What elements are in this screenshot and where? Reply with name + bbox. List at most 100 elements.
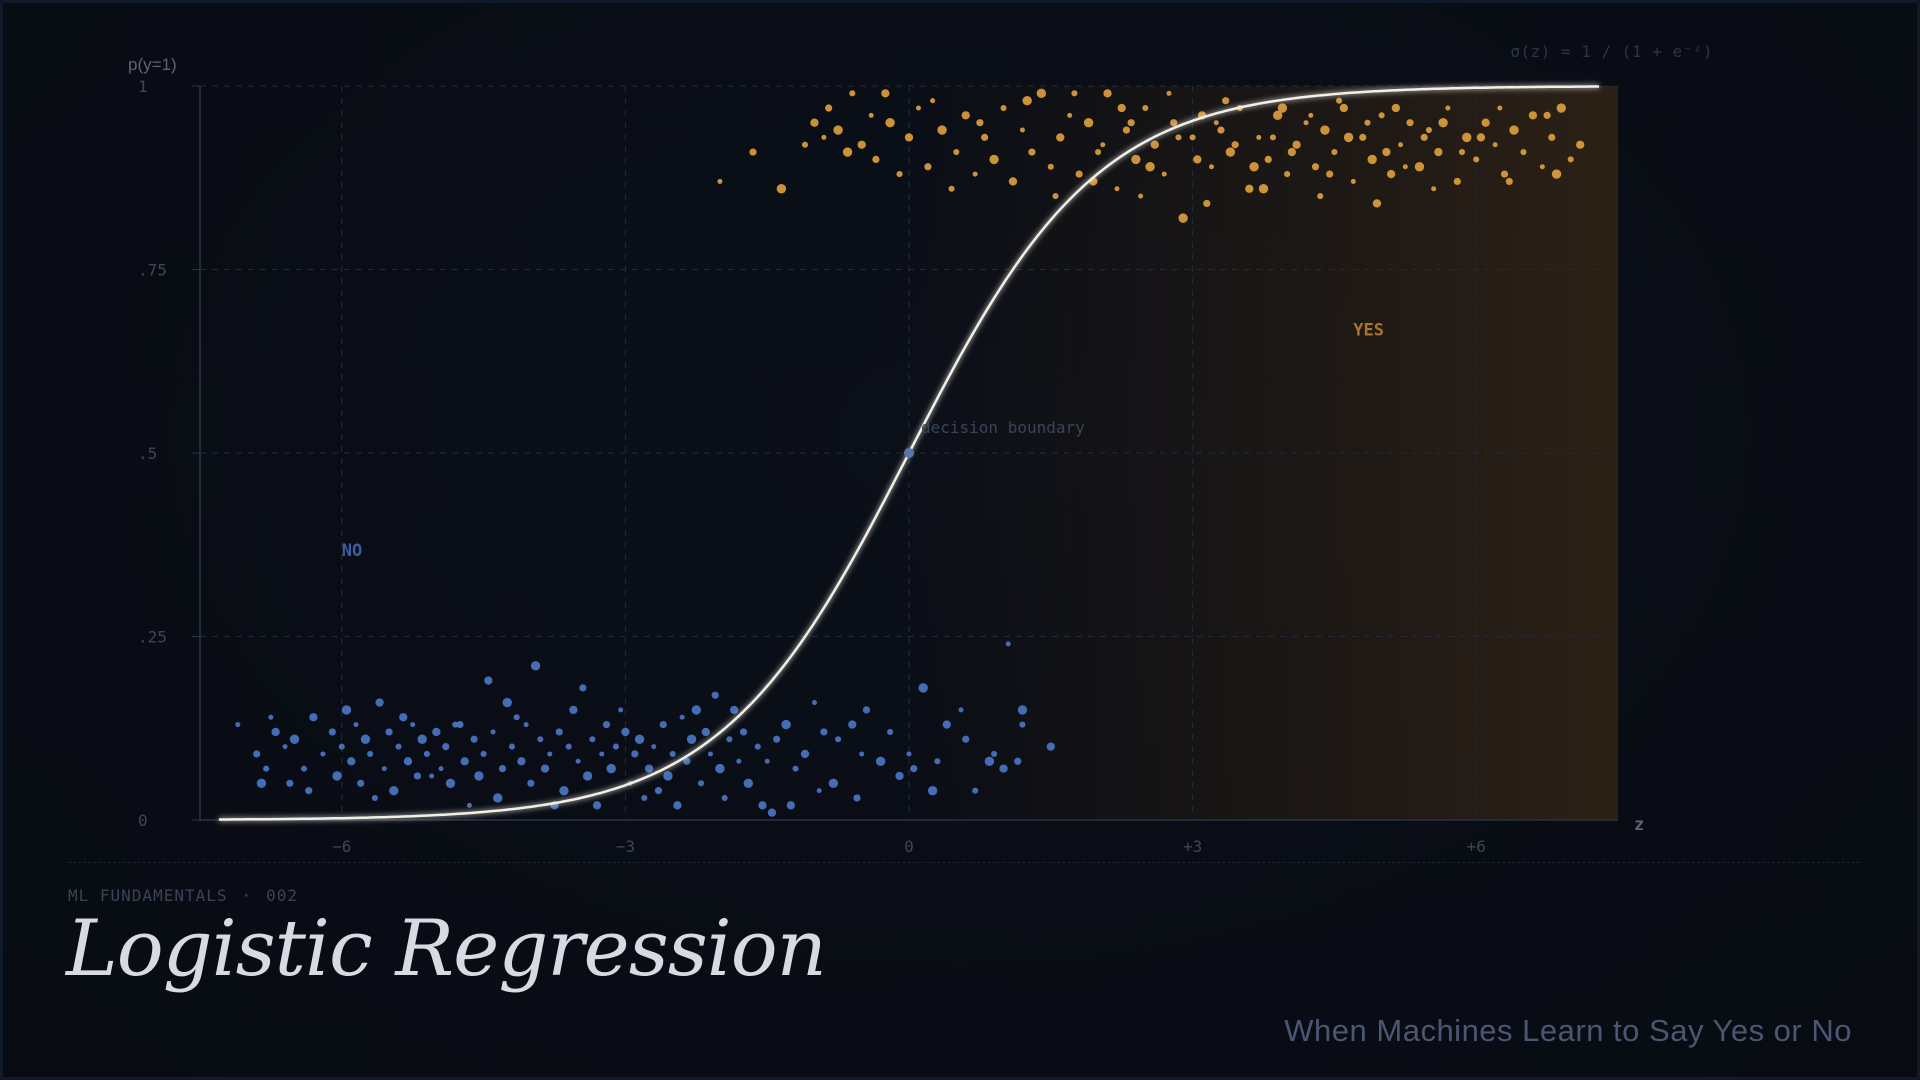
positive-point: [989, 154, 999, 165]
positive-point: [1245, 184, 1254, 193]
positive-point: [1117, 103, 1126, 113]
negative-point: [371, 794, 378, 802]
y-axis-label: p(y=1): [128, 55, 177, 74]
negative-point: [835, 736, 842, 743]
positive-point: [1145, 162, 1155, 172]
negative-point: [673, 801, 682, 810]
positive-point: [1539, 164, 1545, 170]
negative-point: [679, 714, 685, 720]
positive-point: [948, 185, 955, 192]
negative-point: [848, 720, 857, 729]
negative-point: [410, 722, 416, 728]
positive-point: [821, 134, 827, 140]
positive-point: [872, 155, 880, 163]
negative-point: [715, 763, 725, 774]
positive-point: [842, 147, 853, 157]
y-tick-label: 1: [138, 77, 148, 96]
positive-point: [1543, 111, 1551, 119]
positive-point: [749, 148, 757, 156]
positive-point: [1287, 147, 1297, 157]
positive-point: [1213, 120, 1219, 126]
x-tick-label: −3: [616, 837, 635, 856]
x-tick-label: +6: [1467, 837, 1486, 856]
negative-point: [569, 705, 578, 715]
negative-point: [470, 735, 478, 743]
negative-point: [669, 750, 676, 757]
negative-point: [484, 676, 493, 685]
positive-point: [1339, 103, 1349, 113]
negative-point: [480, 750, 487, 757]
negative-point: [1046, 742, 1055, 751]
negative-point: [341, 705, 352, 715]
negative-point: [429, 773, 435, 779]
negative-point: [984, 756, 995, 766]
negative-point: [781, 719, 791, 730]
negative-point: [357, 779, 365, 787]
negative-point: [282, 744, 288, 750]
positive-point: [1166, 90, 1172, 96]
positive-point: [1056, 133, 1065, 142]
negative-point: [474, 771, 484, 781]
positive-point: [1203, 199, 1211, 208]
positive-point: [1178, 213, 1188, 223]
positive-point: [1193, 155, 1202, 164]
positive-point: [1036, 88, 1047, 99]
y-tick-label: .5: [138, 444, 157, 463]
positive-point: [1520, 149, 1527, 156]
negative-point: [575, 758, 581, 764]
positive-point: [1269, 134, 1277, 141]
negative-point: [395, 743, 402, 750]
positive-point: [1497, 105, 1503, 111]
positive-point: [1476, 133, 1486, 142]
negative-point: [683, 757, 691, 765]
positive-point: [1402, 164, 1408, 170]
positive-point: [1331, 149, 1338, 156]
negative-point: [634, 734, 645, 744]
formula-text: σ(z) = 1 / (1 + e⁻ᶻ): [1510, 42, 1713, 61]
negative-point: [582, 771, 593, 781]
negative-point: [999, 764, 1008, 773]
negative-point: [235, 722, 241, 728]
positive-point: [1453, 177, 1461, 186]
positive-point: [1067, 112, 1073, 118]
positive-point: [1000, 104, 1007, 112]
negative-point: [739, 728, 748, 736]
negative-point: [305, 787, 313, 795]
negative-point: [513, 714, 520, 721]
negative-point: [253, 750, 261, 758]
positive-point: [1008, 177, 1018, 186]
negative-point: [517, 757, 526, 766]
positive-point: [1434, 147, 1443, 157]
positive-point: [776, 184, 787, 194]
negative-point: [338, 743, 345, 750]
negative-point: [606, 763, 616, 774]
positive-point: [930, 98, 936, 104]
negative-point: [347, 757, 356, 766]
negative-point: [792, 765, 799, 772]
negative-point: [707, 751, 713, 757]
negative-point: [736, 758, 742, 764]
negative-point: [1005, 641, 1011, 647]
negative-point: [618, 707, 624, 713]
negative-point: [906, 751, 912, 757]
negative-point: [726, 736, 733, 743]
positive-point: [849, 90, 856, 97]
region-label-yes: YES: [1353, 321, 1384, 341]
page-title: Logistic Regression: [66, 904, 827, 994]
positive-point: [1425, 126, 1432, 134]
positive-point: [1256, 134, 1262, 140]
positive-point: [801, 141, 809, 148]
negative-point: [754, 743, 761, 750]
positive-point: [1022, 95, 1032, 106]
positive-point: [1258, 184, 1269, 194]
negative-point: [927, 785, 938, 796]
positive-point: [1127, 119, 1135, 127]
positive-point: [885, 118, 895, 128]
positive-point: [1378, 112, 1385, 119]
negative-point: [942, 720, 951, 729]
y-tick-label: .75: [138, 261, 167, 280]
negative-point: [686, 734, 697, 744]
positive-point: [1028, 148, 1036, 156]
negative-point: [599, 751, 605, 757]
